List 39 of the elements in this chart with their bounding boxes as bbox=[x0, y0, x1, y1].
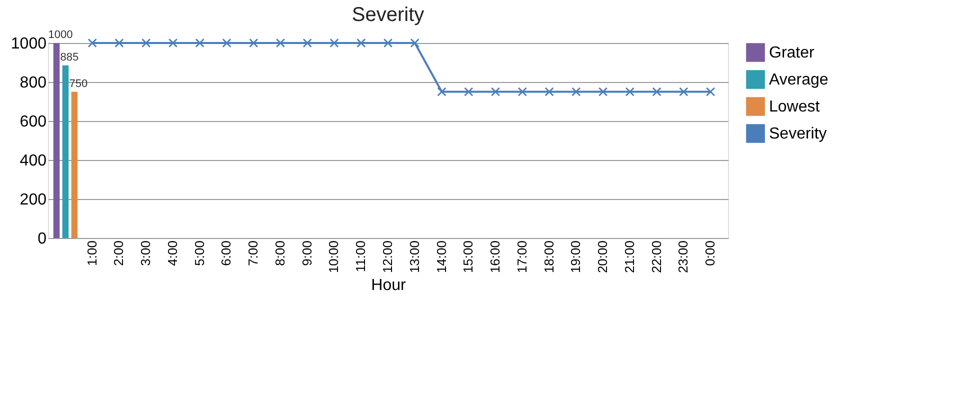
x-tick-label: 6:00 bbox=[218, 240, 234, 266]
x-tick-label: 0:00 bbox=[702, 240, 718, 266]
x-tick-label: 12:00 bbox=[380, 240, 395, 274]
x-axis-title: Hour bbox=[371, 277, 407, 294]
x-tick-label: 9:00 bbox=[299, 240, 314, 266]
x-tick-label: 5:00 bbox=[192, 240, 207, 266]
y-tick-label: 400 bbox=[20, 152, 47, 170]
x-tick-label: 4:00 bbox=[164, 240, 180, 266]
y-tick-label: 800 bbox=[20, 74, 47, 92]
x-tick-label: 16:00 bbox=[488, 240, 503, 274]
x-tick-label: 22:00 bbox=[648, 240, 664, 274]
data-label: 750 bbox=[69, 78, 88, 90]
x-tick-label: 1:00 bbox=[84, 240, 100, 266]
x-tick-label: 19:00 bbox=[568, 240, 584, 274]
x-tick-label: 13:00 bbox=[406, 240, 422, 274]
x-tick-label: 20:00 bbox=[595, 240, 610, 274]
x-tick-label: 2:00 bbox=[111, 240, 126, 266]
legend-label: Average bbox=[769, 72, 828, 88]
y-tick-label: 600 bbox=[20, 114, 47, 130]
x-tick-label: 3:00 bbox=[138, 240, 154, 266]
chart-title: Severity bbox=[352, 4, 424, 26]
x-tick-label: 15:00 bbox=[460, 240, 476, 274]
legend-label: Severity bbox=[769, 126, 827, 142]
x-tick-label: 10:00 bbox=[326, 240, 342, 274]
y-tick-label: 0 bbox=[38, 230, 47, 248]
legend-label: Grater bbox=[769, 44, 816, 62]
y-tick-label: 1000 bbox=[10, 36, 47, 52]
x-tick-label: 8:00 bbox=[272, 240, 288, 266]
x-tick-label: 23:00 bbox=[676, 240, 691, 274]
x-tick-label: 7:00 bbox=[246, 240, 261, 266]
data-label: 885 bbox=[60, 51, 79, 64]
x-tick-label: 18:00 bbox=[541, 240, 556, 274]
data-label: 1000 bbox=[48, 29, 73, 41]
y-tick-label: 200 bbox=[20, 192, 47, 208]
x-tick-label: 11:00 bbox=[353, 240, 368, 272]
x-tick-label: 14:00 bbox=[434, 240, 449, 274]
x-tick-label: 17:00 bbox=[514, 240, 530, 274]
legend-label: Lowest bbox=[769, 98, 820, 116]
x-tick-label: 21:00 bbox=[622, 240, 637, 274]
